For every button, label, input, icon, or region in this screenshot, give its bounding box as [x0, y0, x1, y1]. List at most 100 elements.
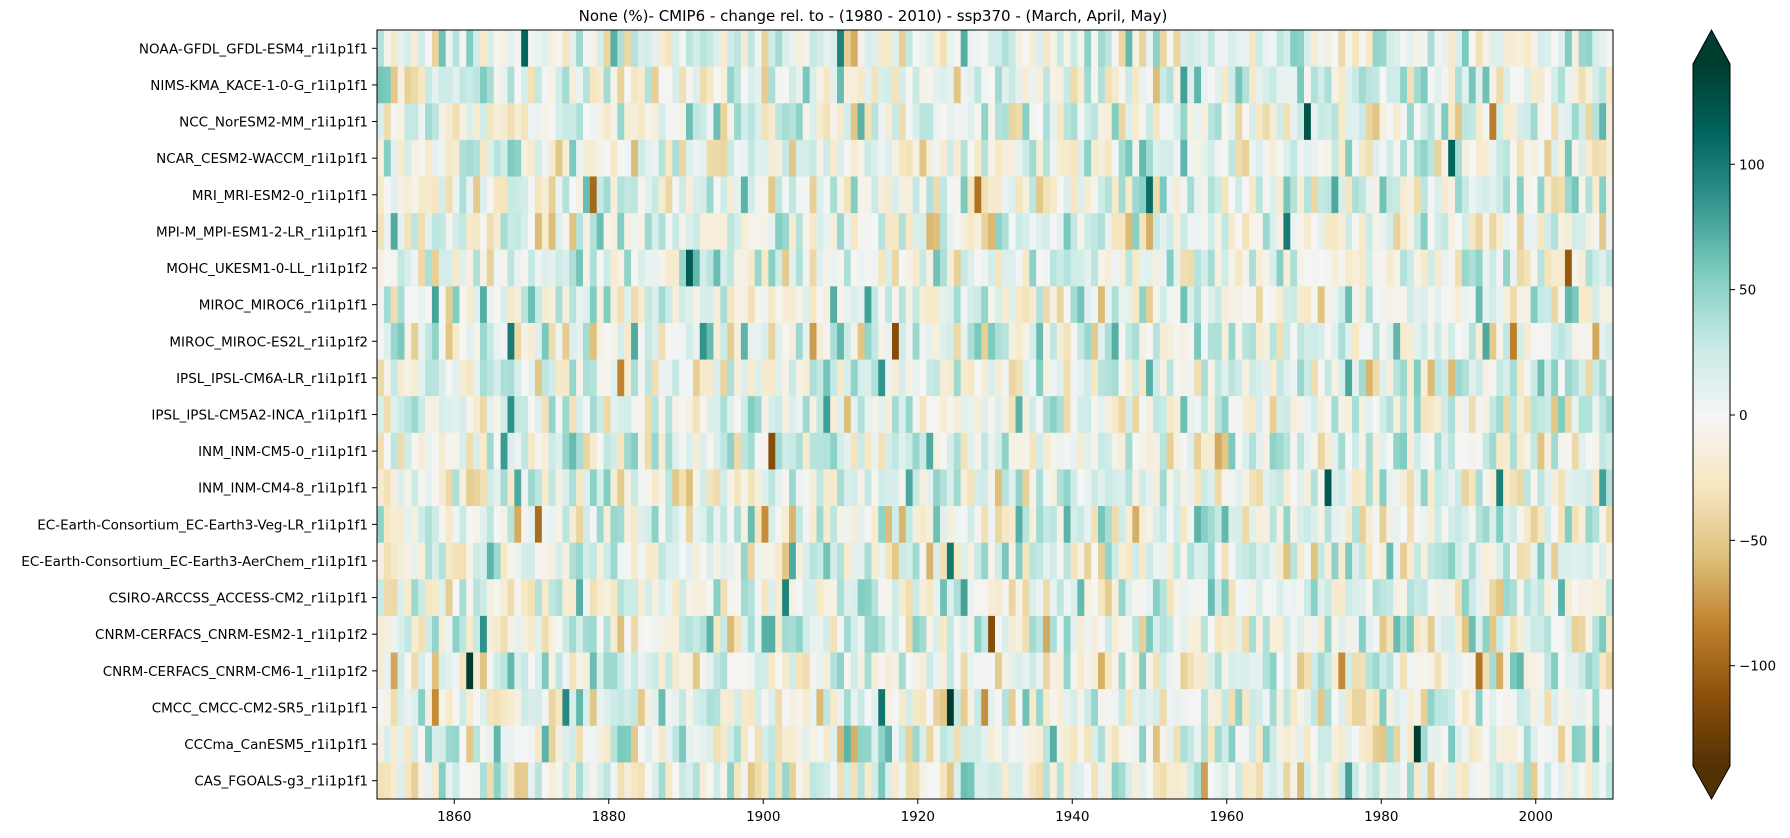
- heatmap-cell: [816, 322, 824, 361]
- heatmap-cell: [1407, 542, 1415, 580]
- heatmap-cell: [1564, 396, 1573, 434]
- heatmap-cell: [1207, 579, 1216, 617]
- heatmap-cell: [1551, 66, 1559, 104]
- heatmap-cell: [1365, 103, 1374, 141]
- heatmap-cell: [1379, 542, 1387, 580]
- heatmap-cell: [1482, 762, 1490, 800]
- heatmap-cell: [397, 579, 406, 617]
- heatmap-cell: [1091, 322, 1099, 361]
- heatmap-cell: [1365, 432, 1374, 471]
- heatmap-cell: [747, 359, 756, 397]
- heatmap-cell: [988, 506, 996, 544]
- heatmap-cell: [665, 249, 673, 287]
- heatmap-cell: [837, 286, 845, 324]
- heatmap-cell: [734, 396, 742, 434]
- heatmap-cell: [651, 615, 660, 654]
- heatmap-cell: [1599, 652, 1607, 690]
- heatmap-cell: [425, 359, 433, 397]
- heatmap-cell: [740, 286, 749, 324]
- heatmap-cell: [782, 762, 790, 800]
- heatmap-cell: [576, 615, 584, 654]
- heatmap-cell: [1036, 689, 1044, 727]
- heatmap-cell: [926, 432, 934, 471]
- heatmap-cell: [1496, 66, 1504, 104]
- heatmap-cell: [740, 762, 749, 800]
- heatmap-cell: [521, 213, 529, 251]
- heatmap-cell: [1606, 506, 1614, 544]
- heatmap-cell: [1523, 579, 1532, 617]
- heatmap-cell: [1571, 652, 1580, 690]
- heatmap-cell: [885, 30, 893, 68]
- heatmap-cell: [452, 30, 460, 68]
- heatmap-cell: [480, 139, 488, 178]
- heatmap-cell: [1585, 103, 1593, 141]
- heatmap-cell: [1461, 725, 1470, 763]
- heatmap-cell: [795, 249, 804, 287]
- heatmap-cell: [1482, 322, 1490, 361]
- heatmap-cell: [1461, 249, 1470, 287]
- heatmap-cell: [1304, 506, 1312, 544]
- heatmap-cell: [610, 762, 618, 800]
- heatmap-cell: [1022, 66, 1030, 104]
- heatmap-cell: [1290, 725, 1298, 763]
- heatmap-cell: [1516, 579, 1525, 617]
- heatmap-cell: [452, 249, 460, 287]
- heatmap-cell: [1221, 103, 1230, 141]
- heatmap-cell: [1008, 66, 1017, 104]
- heatmap-cell: [1001, 432, 1010, 471]
- heatmap-cell: [404, 396, 412, 434]
- heatmap-cell: [1317, 213, 1326, 251]
- heatmap-cell: [1098, 66, 1106, 104]
- heatmap-cell: [528, 579, 536, 617]
- heatmap-cell: [988, 66, 996, 104]
- heatmap-cell: [1537, 652, 1545, 690]
- heatmap-cell: [1585, 506, 1593, 544]
- heatmap-cell: [583, 396, 591, 434]
- heatmap-cell: [995, 139, 1003, 178]
- heatmap-cell: [1427, 30, 1436, 68]
- heatmap-cell: [1365, 506, 1374, 544]
- heatmap-cell: [1338, 396, 1346, 434]
- heatmap-cell: [1379, 396, 1387, 434]
- heatmap-cell: [816, 66, 824, 104]
- heatmap-cell: [1400, 542, 1408, 580]
- heatmap-cell: [892, 359, 900, 397]
- heatmap-cell: [816, 762, 824, 800]
- heatmap-cell: [1001, 506, 1010, 544]
- heatmap-cell: [981, 579, 989, 617]
- heatmap-cell: [795, 286, 804, 324]
- heatmap-cell: [438, 30, 447, 68]
- heatmap-cell: [445, 286, 454, 324]
- heatmap-cell: [1482, 30, 1490, 68]
- heatmap-cell: [1077, 322, 1085, 361]
- heatmap-cell: [418, 506, 426, 544]
- heatmap-cell: [967, 725, 975, 763]
- heatmap-cell: [1441, 359, 1449, 397]
- heatmap-cell: [617, 689, 625, 727]
- y-tick-label: CNRM-CERFACS_CNRM-CM6-1_r1i1p1f2: [103, 664, 368, 680]
- heatmap-cell: [431, 542, 440, 580]
- heatmap-cell: [1255, 139, 1264, 178]
- heatmap-cell: [1324, 506, 1333, 544]
- heatmap-cell: [933, 66, 941, 104]
- heatmap-cell: [830, 432, 838, 471]
- heatmap-cell: [754, 469, 763, 507]
- heatmap-cell: [1482, 506, 1490, 544]
- heatmap-cell: [1228, 103, 1236, 141]
- heatmap-cell: [1091, 286, 1099, 324]
- heatmap-cell: [775, 359, 783, 397]
- heatmap-cell: [1070, 249, 1078, 287]
- heatmap-cell: [1324, 103, 1333, 141]
- heatmap-cell: [1166, 66, 1175, 104]
- heatmap-cell: [562, 689, 570, 727]
- heatmap-cell: [1324, 615, 1333, 654]
- heatmap-cell: [631, 286, 639, 324]
- heatmap-cell: [1297, 286, 1305, 324]
- heatmap-cell: [761, 66, 769, 104]
- heatmap-cell: [1358, 30, 1367, 68]
- heatmap-cell: [1269, 30, 1278, 68]
- heatmap-cell: [1091, 103, 1099, 141]
- heatmap-cell: [1578, 30, 1587, 68]
- heatmap-cell: [1173, 30, 1181, 68]
- heatmap-cell: [1118, 762, 1127, 800]
